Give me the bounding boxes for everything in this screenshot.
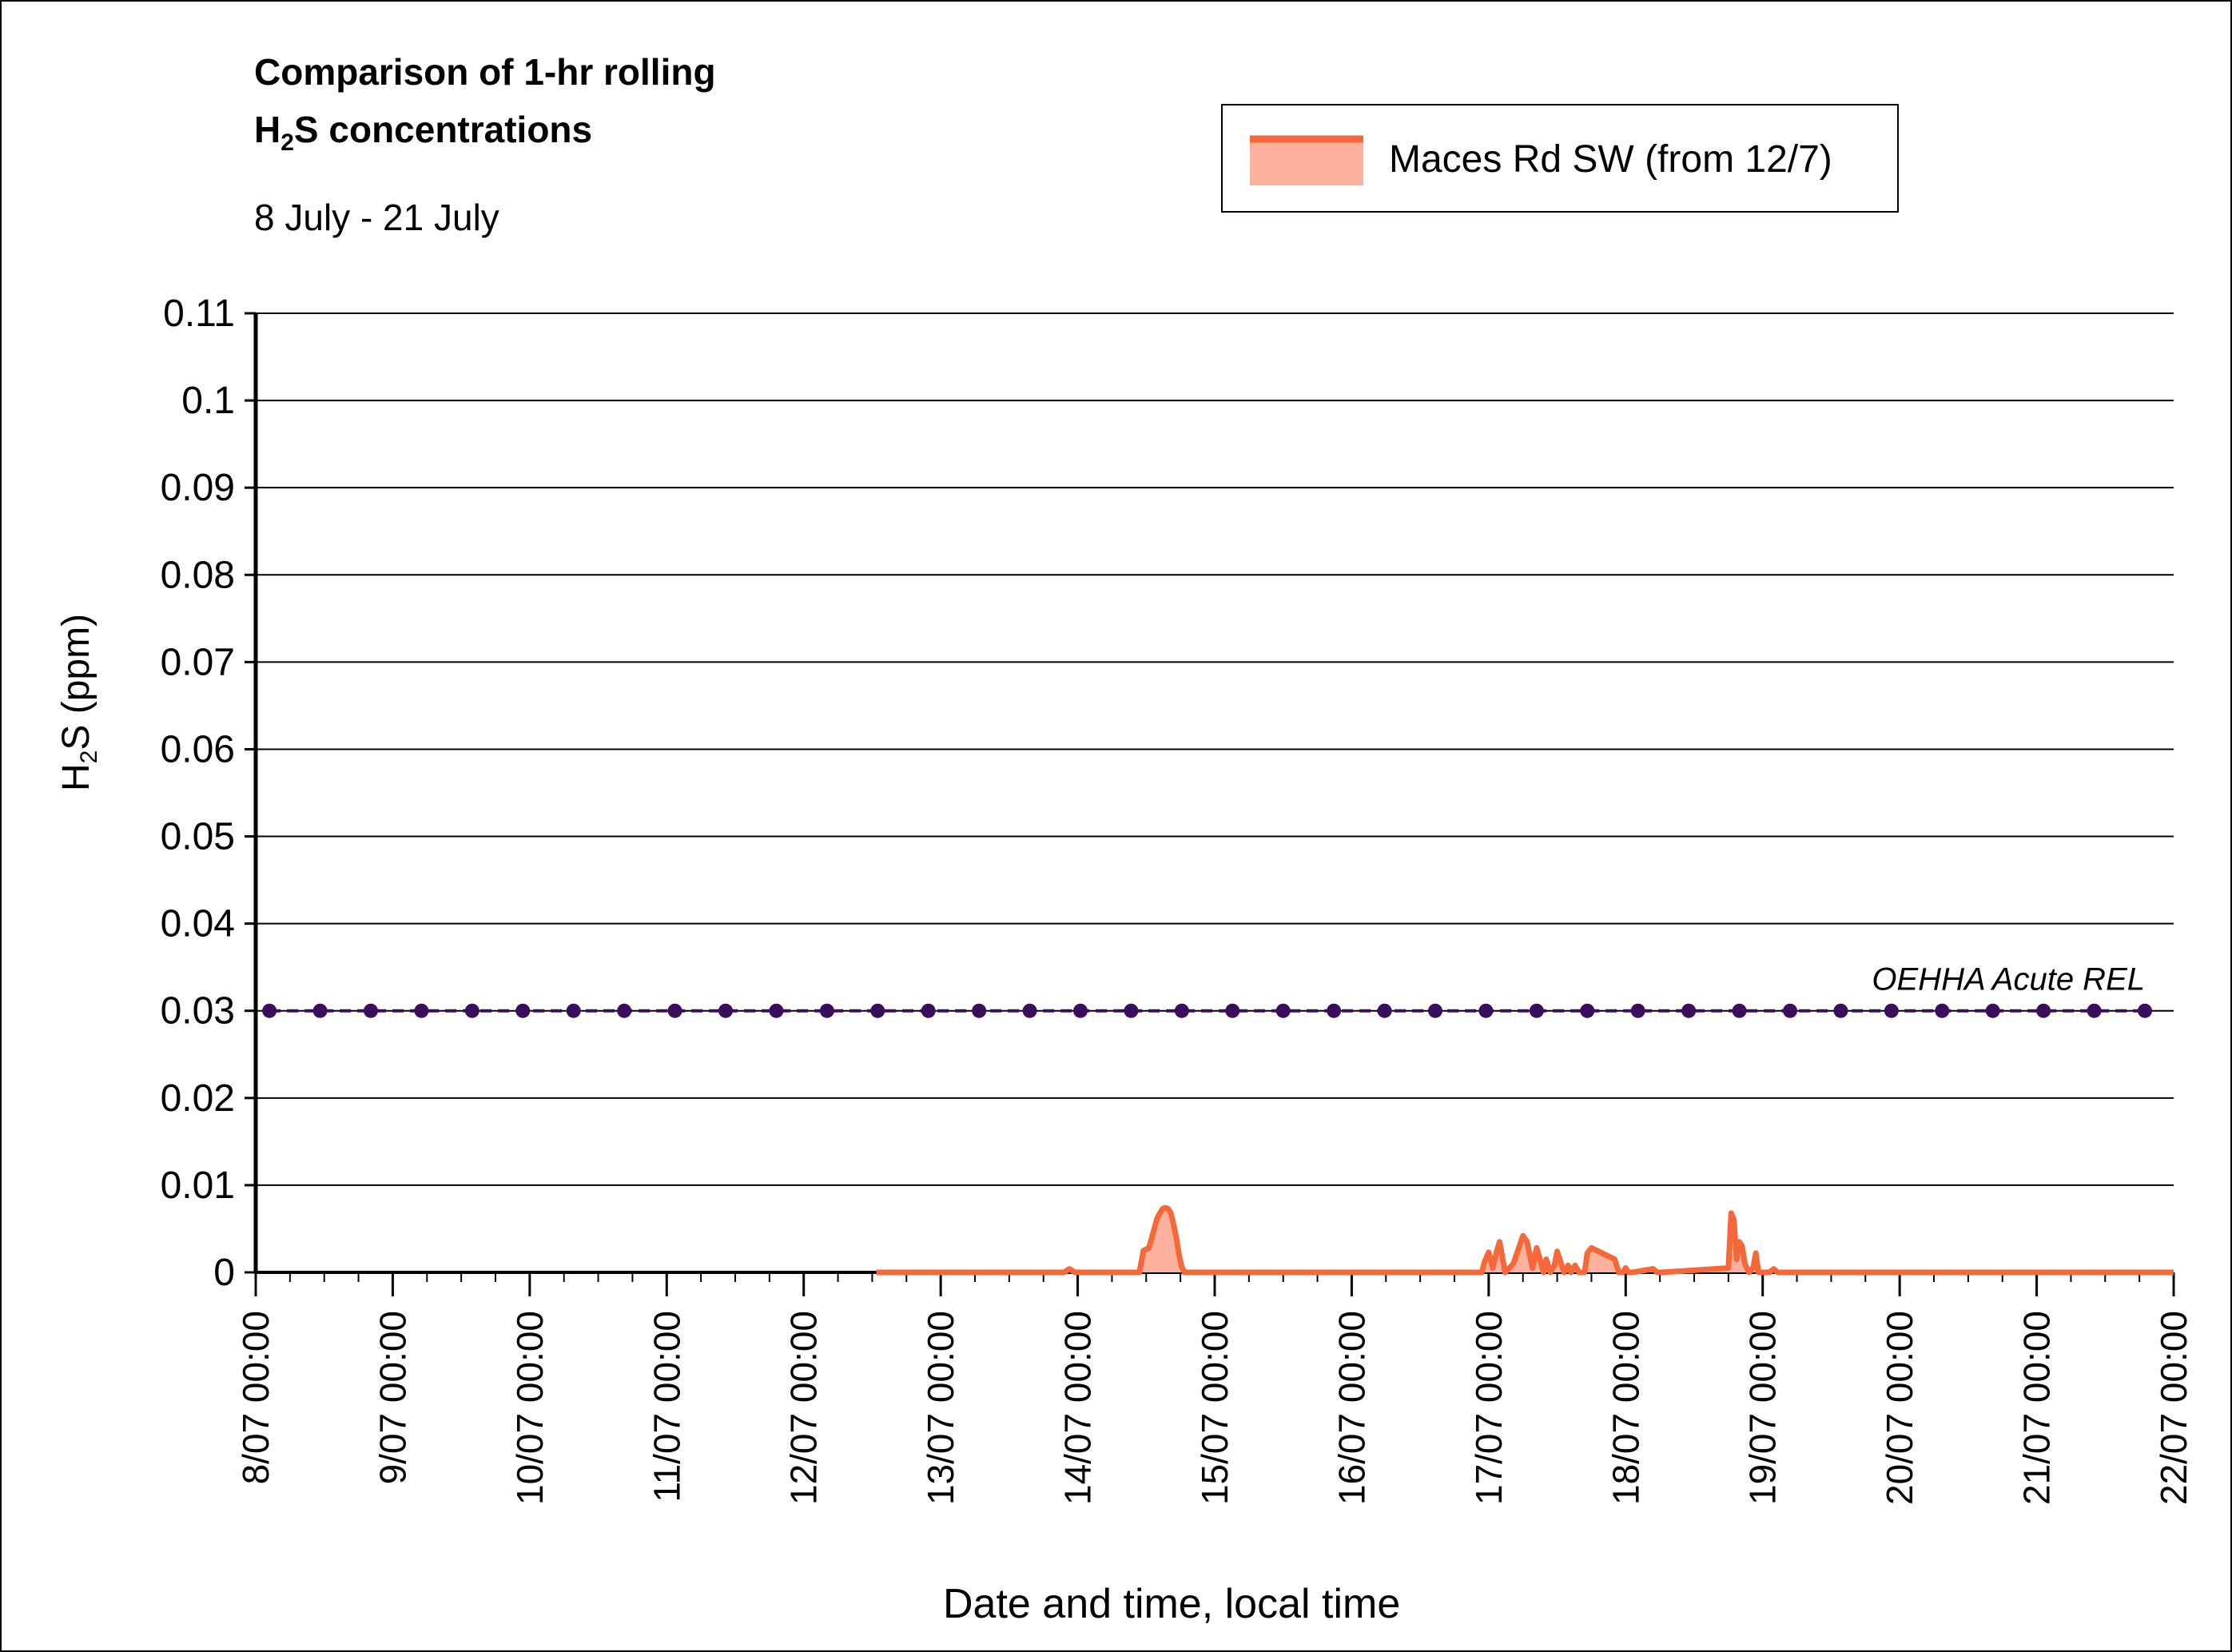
ref-marker-0 <box>262 1003 277 1018</box>
x-tick-label-4: 12/07 00:00 <box>783 1311 825 1505</box>
x-tick-label-8: 16/07 00:00 <box>1331 1311 1372 1505</box>
x-tick-label-0: 8/07 00:00 <box>235 1311 277 1484</box>
y-tick-label-2: 0.02 <box>161 1077 235 1120</box>
x-tick-label-9: 17/07 00:00 <box>1468 1311 1510 1505</box>
x-tick-label-10: 18/07 00:00 <box>1605 1311 1646 1505</box>
chart-subtitle: 8 July - 21 July <box>254 197 499 238</box>
ref-marker-24 <box>1478 1003 1494 1018</box>
ref-marker-27 <box>1630 1003 1645 1018</box>
ref-marker-23 <box>1428 1003 1442 1018</box>
ref-marker-34 <box>1985 1003 2000 1018</box>
x-tick-label-6: 14/07 00:00 <box>1057 1311 1099 1505</box>
x-tick-label-2: 10/07 00:00 <box>509 1311 551 1505</box>
ref-marker-13 <box>921 1003 936 1018</box>
ref-marker-22 <box>1377 1003 1392 1018</box>
x-tick-label-7: 15/07 00:00 <box>1194 1311 1235 1505</box>
chart-title-suffix: S concentrations <box>293 109 593 150</box>
ref-marker-1 <box>312 1003 328 1018</box>
y-tick-label-8: 0.08 <box>161 554 235 596</box>
ref-marker-12 <box>870 1003 885 1018</box>
x-tick-label-11: 19/07 00:00 <box>1742 1311 1784 1505</box>
y-tick-label-10: 0.1 <box>181 380 235 422</box>
y-tick-label-4: 0.04 <box>161 903 235 945</box>
x-tick-label-5: 13/07 00:00 <box>920 1311 961 1505</box>
y-axis-label-subscript: 2 <box>76 750 102 764</box>
ref-marker-21 <box>1327 1003 1342 1018</box>
ref-marker-36 <box>2087 1003 2102 1018</box>
ref-marker-29 <box>1732 1003 1747 1018</box>
ref-marker-20 <box>1275 1003 1291 1018</box>
y-tick-label-5: 0.05 <box>161 816 235 858</box>
ref-marker-33 <box>1935 1003 1950 1018</box>
y-tick-label-0: 0 <box>213 1252 235 1294</box>
y-axis-label-suffix: S (ppm) <box>55 613 97 750</box>
ref-marker-35 <box>2036 1003 2051 1018</box>
x-tick-label-1: 9/07 00:00 <box>372 1311 413 1484</box>
ref-marker-5 <box>515 1003 531 1018</box>
legend-swatch-maces <box>1250 135 1363 185</box>
x-tick-label-13: 21/07 00:00 <box>2016 1311 2058 1505</box>
ref-marker-32 <box>1884 1003 1899 1018</box>
y-tick-label-1: 0.01 <box>161 1164 235 1207</box>
ref-marker-6 <box>566 1003 581 1018</box>
ref-marker-11 <box>819 1003 834 1018</box>
ref-marker-9 <box>718 1003 733 1018</box>
ref-marker-18 <box>1174 1003 1189 1018</box>
y-axis-label: H2S (ppm) <box>54 614 103 791</box>
x-tick-label-3: 11/07 00:00 <box>646 1311 687 1503</box>
chart-title-h: H <box>254 109 281 150</box>
chart-title-block: Comparison of 1-hr rolling H2S concentra… <box>254 43 716 239</box>
chart-title-subscript: 2 <box>280 129 294 156</box>
y-tick-label-11: 0.11 <box>163 293 235 335</box>
ref-marker-14 <box>972 1003 987 1018</box>
chart-title-line2: H2S concentrations <box>254 101 716 172</box>
y-tick-label-7: 0.07 <box>161 641 235 683</box>
ref-marker-17 <box>1124 1003 1139 1018</box>
ref-marker-28 <box>1681 1003 1697 1018</box>
ref-marker-25 <box>1529 1003 1544 1018</box>
ref-marker-8 <box>667 1003 682 1018</box>
ref-marker-15 <box>1022 1003 1037 1018</box>
ref-marker-7 <box>617 1003 632 1018</box>
x-tick-label-12: 20/07 00:00 <box>1879 1311 1920 1505</box>
legend-label-maces: Maces Rd SW (from 12/7) <box>1389 138 1832 181</box>
ref-marker-37 <box>2138 1003 2152 1018</box>
y-tick-label-6: 0.06 <box>161 728 235 770</box>
ref-marker-2 <box>364 1003 378 1018</box>
series-line-maces <box>876 1204 2174 1276</box>
ref-marker-19 <box>1225 1003 1240 1018</box>
ref-line-annotation: OEHHA Acute REL <box>1872 962 2145 997</box>
legend: Maces Rd SW (from 12/7) <box>1221 104 1899 213</box>
x-tick-label-14: 22/07 00:00 <box>2153 1311 2194 1505</box>
ref-marker-26 <box>1580 1003 1595 1018</box>
ref-marker-16 <box>1073 1003 1088 1018</box>
y-axis-label-h: H <box>55 763 97 791</box>
chart-title-line1: Comparison of 1-hr rolling <box>254 51 716 93</box>
x-axis-label: Date and time, local time <box>943 1581 1401 1627</box>
y-tick-label-9: 0.09 <box>161 467 235 509</box>
y-tick-label-3: 0.03 <box>161 990 235 1033</box>
ref-marker-31 <box>1833 1003 1848 1018</box>
ref-marker-30 <box>1783 1003 1797 1018</box>
ref-marker-3 <box>414 1003 429 1018</box>
ref-marker-4 <box>464 1003 479 1018</box>
ref-marker-10 <box>769 1003 784 1018</box>
